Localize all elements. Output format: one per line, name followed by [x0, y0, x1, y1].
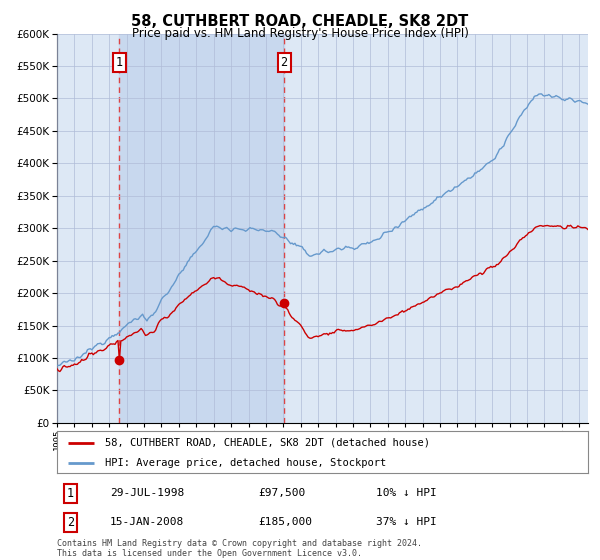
Text: 58, CUTHBERT ROAD, CHEADLE, SK8 2DT (detached house): 58, CUTHBERT ROAD, CHEADLE, SK8 2DT (det… — [105, 438, 430, 448]
Text: 58, CUTHBERT ROAD, CHEADLE, SK8 2DT: 58, CUTHBERT ROAD, CHEADLE, SK8 2DT — [131, 14, 469, 29]
Text: 37% ↓ HPI: 37% ↓ HPI — [376, 517, 436, 528]
Text: 1: 1 — [116, 57, 123, 69]
Text: HPI: Average price, detached house, Stockport: HPI: Average price, detached house, Stoc… — [105, 458, 386, 468]
Text: £185,000: £185,000 — [259, 517, 313, 528]
Text: 2: 2 — [280, 57, 287, 69]
Text: 2: 2 — [67, 516, 74, 529]
Text: Contains HM Land Registry data © Crown copyright and database right 2024.
This d: Contains HM Land Registry data © Crown c… — [57, 539, 422, 558]
Text: 15-JAN-2008: 15-JAN-2008 — [110, 517, 184, 528]
Text: Price paid vs. HM Land Registry's House Price Index (HPI): Price paid vs. HM Land Registry's House … — [131, 27, 469, 40]
Text: 1: 1 — [67, 487, 74, 500]
Bar — [119, 34, 284, 423]
Text: £97,500: £97,500 — [259, 488, 306, 498]
Text: 29-JUL-1998: 29-JUL-1998 — [110, 488, 184, 498]
Text: 10% ↓ HPI: 10% ↓ HPI — [376, 488, 436, 498]
